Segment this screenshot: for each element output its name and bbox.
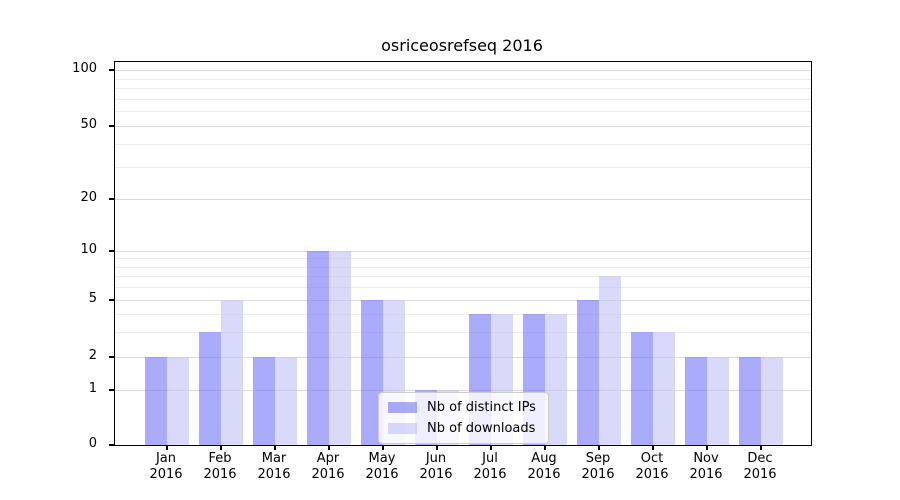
minor-gridline: [115, 258, 811, 260]
y-tick-mark: [109, 250, 114, 252]
bar-distinct-ips-mar: [253, 357, 275, 445]
y-tick-mark: [109, 356, 114, 358]
minor-gridline: [115, 88, 811, 90]
x-tick-mark: [490, 445, 492, 450]
x-tick-label: Jun 2016: [419, 451, 453, 482]
bar-downloads-aug: [545, 313, 567, 445]
x-tick-mark: [652, 445, 654, 450]
x-tick-mark: [274, 445, 276, 450]
bar-distinct-ips-nov: [685, 357, 707, 445]
major-gridline: [115, 357, 811, 358]
minor-gridline: [115, 266, 811, 268]
x-tick-label: Sep 2016: [581, 451, 615, 482]
bar-downloads-jan: [167, 357, 189, 445]
x-tick-label: Dec 2016: [743, 451, 777, 482]
bar-downloads-dec: [761, 357, 783, 445]
x-tick-mark: [328, 445, 330, 450]
y-tick-label: 0: [88, 436, 97, 451]
legend-label-downloads: Nb of downloads: [427, 421, 536, 436]
y-tick-mark: [109, 125, 114, 127]
bar-distinct-ips-jan: [145, 357, 167, 445]
plot-area: Nb of distinct IPs Nb of downloads: [114, 61, 812, 446]
major-gridline: [115, 300, 811, 301]
bar-distinct-ips-apr: [307, 251, 329, 445]
minor-gridline: [115, 287, 811, 289]
bar-distinct-ips-feb: [199, 331, 221, 445]
x-tick-mark: [760, 445, 762, 450]
x-tick-label: Jan 2016: [149, 451, 183, 482]
minor-gridline: [115, 276, 811, 278]
x-tick-mark: [436, 445, 438, 450]
minor-gridline: [115, 111, 811, 113]
x-tick-mark: [220, 445, 222, 450]
x-tick-label: Oct 2016: [635, 451, 669, 482]
major-gridline: [115, 199, 811, 200]
minor-gridline: [115, 313, 811, 315]
bar-downloads-apr: [329, 251, 351, 445]
y-tick-mark: [109, 69, 114, 71]
minor-gridline: [115, 143, 811, 145]
bar-downloads-mar: [275, 357, 297, 445]
y-tick-label: 50: [80, 117, 97, 132]
x-tick-label: Aug 2016: [527, 451, 561, 482]
legend-item-distinct-ips: Nb of distinct IPs: [388, 400, 536, 415]
minor-gridline: [115, 166, 811, 168]
legend-swatch-distinct-ips: [388, 402, 417, 413]
major-gridline: [115, 126, 811, 127]
bar-distinct-ips-may: [361, 300, 383, 445]
bar-downloads-nov: [707, 357, 729, 445]
chart-title: osriceosrefseq 2016: [381, 36, 543, 55]
y-tick-label: 1: [88, 381, 97, 396]
x-tick-label: Feb 2016: [203, 451, 237, 482]
x-tick-label: May 2016: [365, 451, 399, 482]
minor-gridline: [115, 331, 811, 333]
y-tick-mark: [109, 389, 114, 391]
legend-label-distinct-ips: Nb of distinct IPs: [427, 400, 536, 415]
major-gridline: [115, 70, 811, 71]
major-gridline: [115, 390, 811, 391]
y-tick-mark: [109, 444, 114, 446]
x-tick-mark: [544, 445, 546, 450]
x-tick-mark: [382, 445, 384, 450]
legend: Nb of distinct IPs Nb of downloads: [378, 392, 549, 444]
x-tick-label: Jul 2016: [473, 451, 507, 482]
legend-swatch-downloads: [388, 423, 417, 434]
y-tick-label: 20: [80, 190, 97, 205]
legend-item-downloads: Nb of downloads: [388, 421, 536, 436]
x-tick-label: Nov 2016: [689, 451, 723, 482]
x-tick-mark: [706, 445, 708, 450]
y-tick-label: 2: [88, 348, 97, 363]
x-tick-mark: [166, 445, 168, 450]
bar-downloads-sep: [599, 276, 621, 445]
y-tick-label: 5: [88, 291, 97, 306]
y-tick-mark: [109, 299, 114, 301]
x-tick-label: Apr 2016: [311, 451, 345, 482]
y-tick-label: 100: [72, 61, 97, 76]
bar-distinct-ips-sep: [577, 300, 599, 445]
minor-gridline: [115, 78, 811, 80]
minor-gridline: [115, 98, 811, 100]
x-tick-mark: [598, 445, 600, 450]
bar-distinct-ips-dec: [739, 357, 761, 445]
x-tick-label: Mar 2016: [257, 451, 291, 482]
y-tick-mark: [109, 198, 114, 200]
bar-downloads-oct: [653, 331, 675, 445]
major-gridline: [115, 251, 811, 252]
bar-downloads-feb: [221, 300, 243, 445]
y-tick-label: 10: [80, 242, 97, 257]
bar-distinct-ips-oct: [631, 331, 653, 445]
